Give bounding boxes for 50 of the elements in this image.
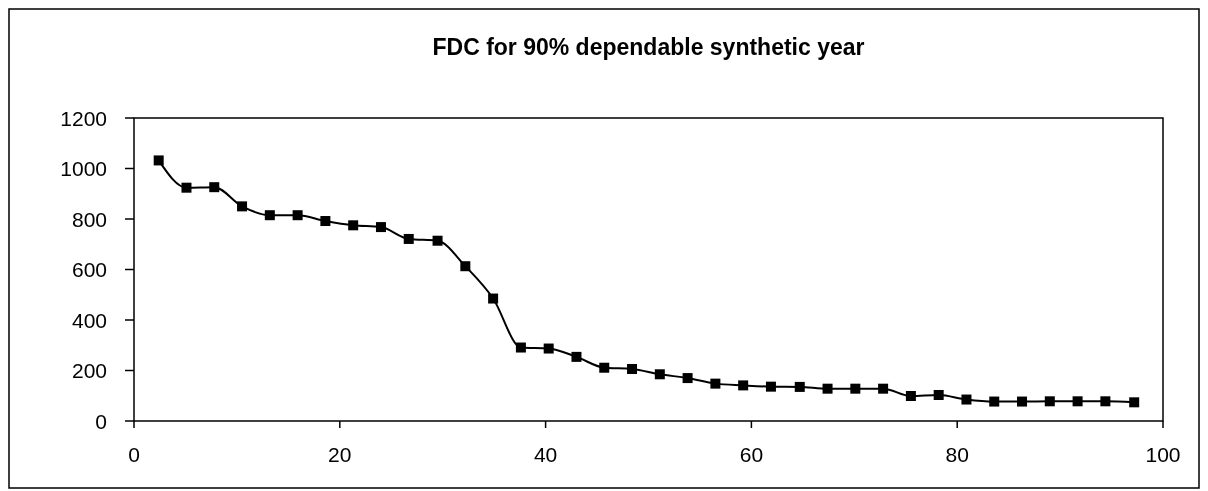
y-tick-label: 400 — [71, 308, 107, 332]
point — [1017, 396, 1028, 407]
point — [682, 373, 693, 384]
point — [710, 378, 721, 389]
point — [627, 363, 638, 374]
point — [989, 396, 1000, 407]
point — [153, 155, 164, 166]
point — [237, 201, 248, 212]
point — [765, 381, 776, 392]
point — [961, 394, 972, 405]
point — [571, 351, 582, 362]
y-tick-label: 1000 — [60, 157, 107, 180]
point — [403, 233, 414, 244]
point — [794, 381, 805, 392]
point — [209, 182, 220, 193]
point — [181, 182, 192, 193]
point — [1072, 396, 1083, 407]
point — [264, 210, 275, 221]
point — [738, 380, 749, 391]
y-tick-label: 1200 — [60, 106, 107, 130]
x-tick-label: 20 — [328, 442, 352, 466]
point — [654, 369, 665, 380]
y-tick-label: 200 — [71, 359, 107, 382]
point — [599, 362, 610, 373]
point — [348, 220, 359, 231]
point — [905, 391, 916, 401]
point — [1044, 396, 1055, 407]
point — [488, 293, 499, 304]
y-tick-label: 800 — [71, 207, 107, 231]
point — [320, 216, 331, 227]
point — [850, 383, 861, 394]
point — [1129, 397, 1140, 408]
y-tick-label: 0 — [95, 409, 107, 433]
x-tick-label: 80 — [945, 442, 969, 466]
point — [1100, 396, 1111, 407]
chart-title: FDC for 90% dependable synthetic year — [432, 34, 865, 60]
point — [375, 222, 386, 233]
x-tick-label: 60 — [739, 442, 764, 466]
point — [878, 383, 889, 394]
point — [822, 383, 833, 394]
point — [933, 389, 944, 400]
x-tick-label: 0 — [128, 442, 140, 466]
x-tick-label: 40 — [533, 442, 558, 466]
point — [543, 343, 554, 354]
point — [432, 235, 443, 246]
x-tick-label: 100 — [1145, 442, 1181, 466]
point — [460, 261, 471, 272]
point — [515, 342, 526, 353]
y-tick-label: 600 — [71, 258, 107, 281]
point — [292, 210, 303, 221]
